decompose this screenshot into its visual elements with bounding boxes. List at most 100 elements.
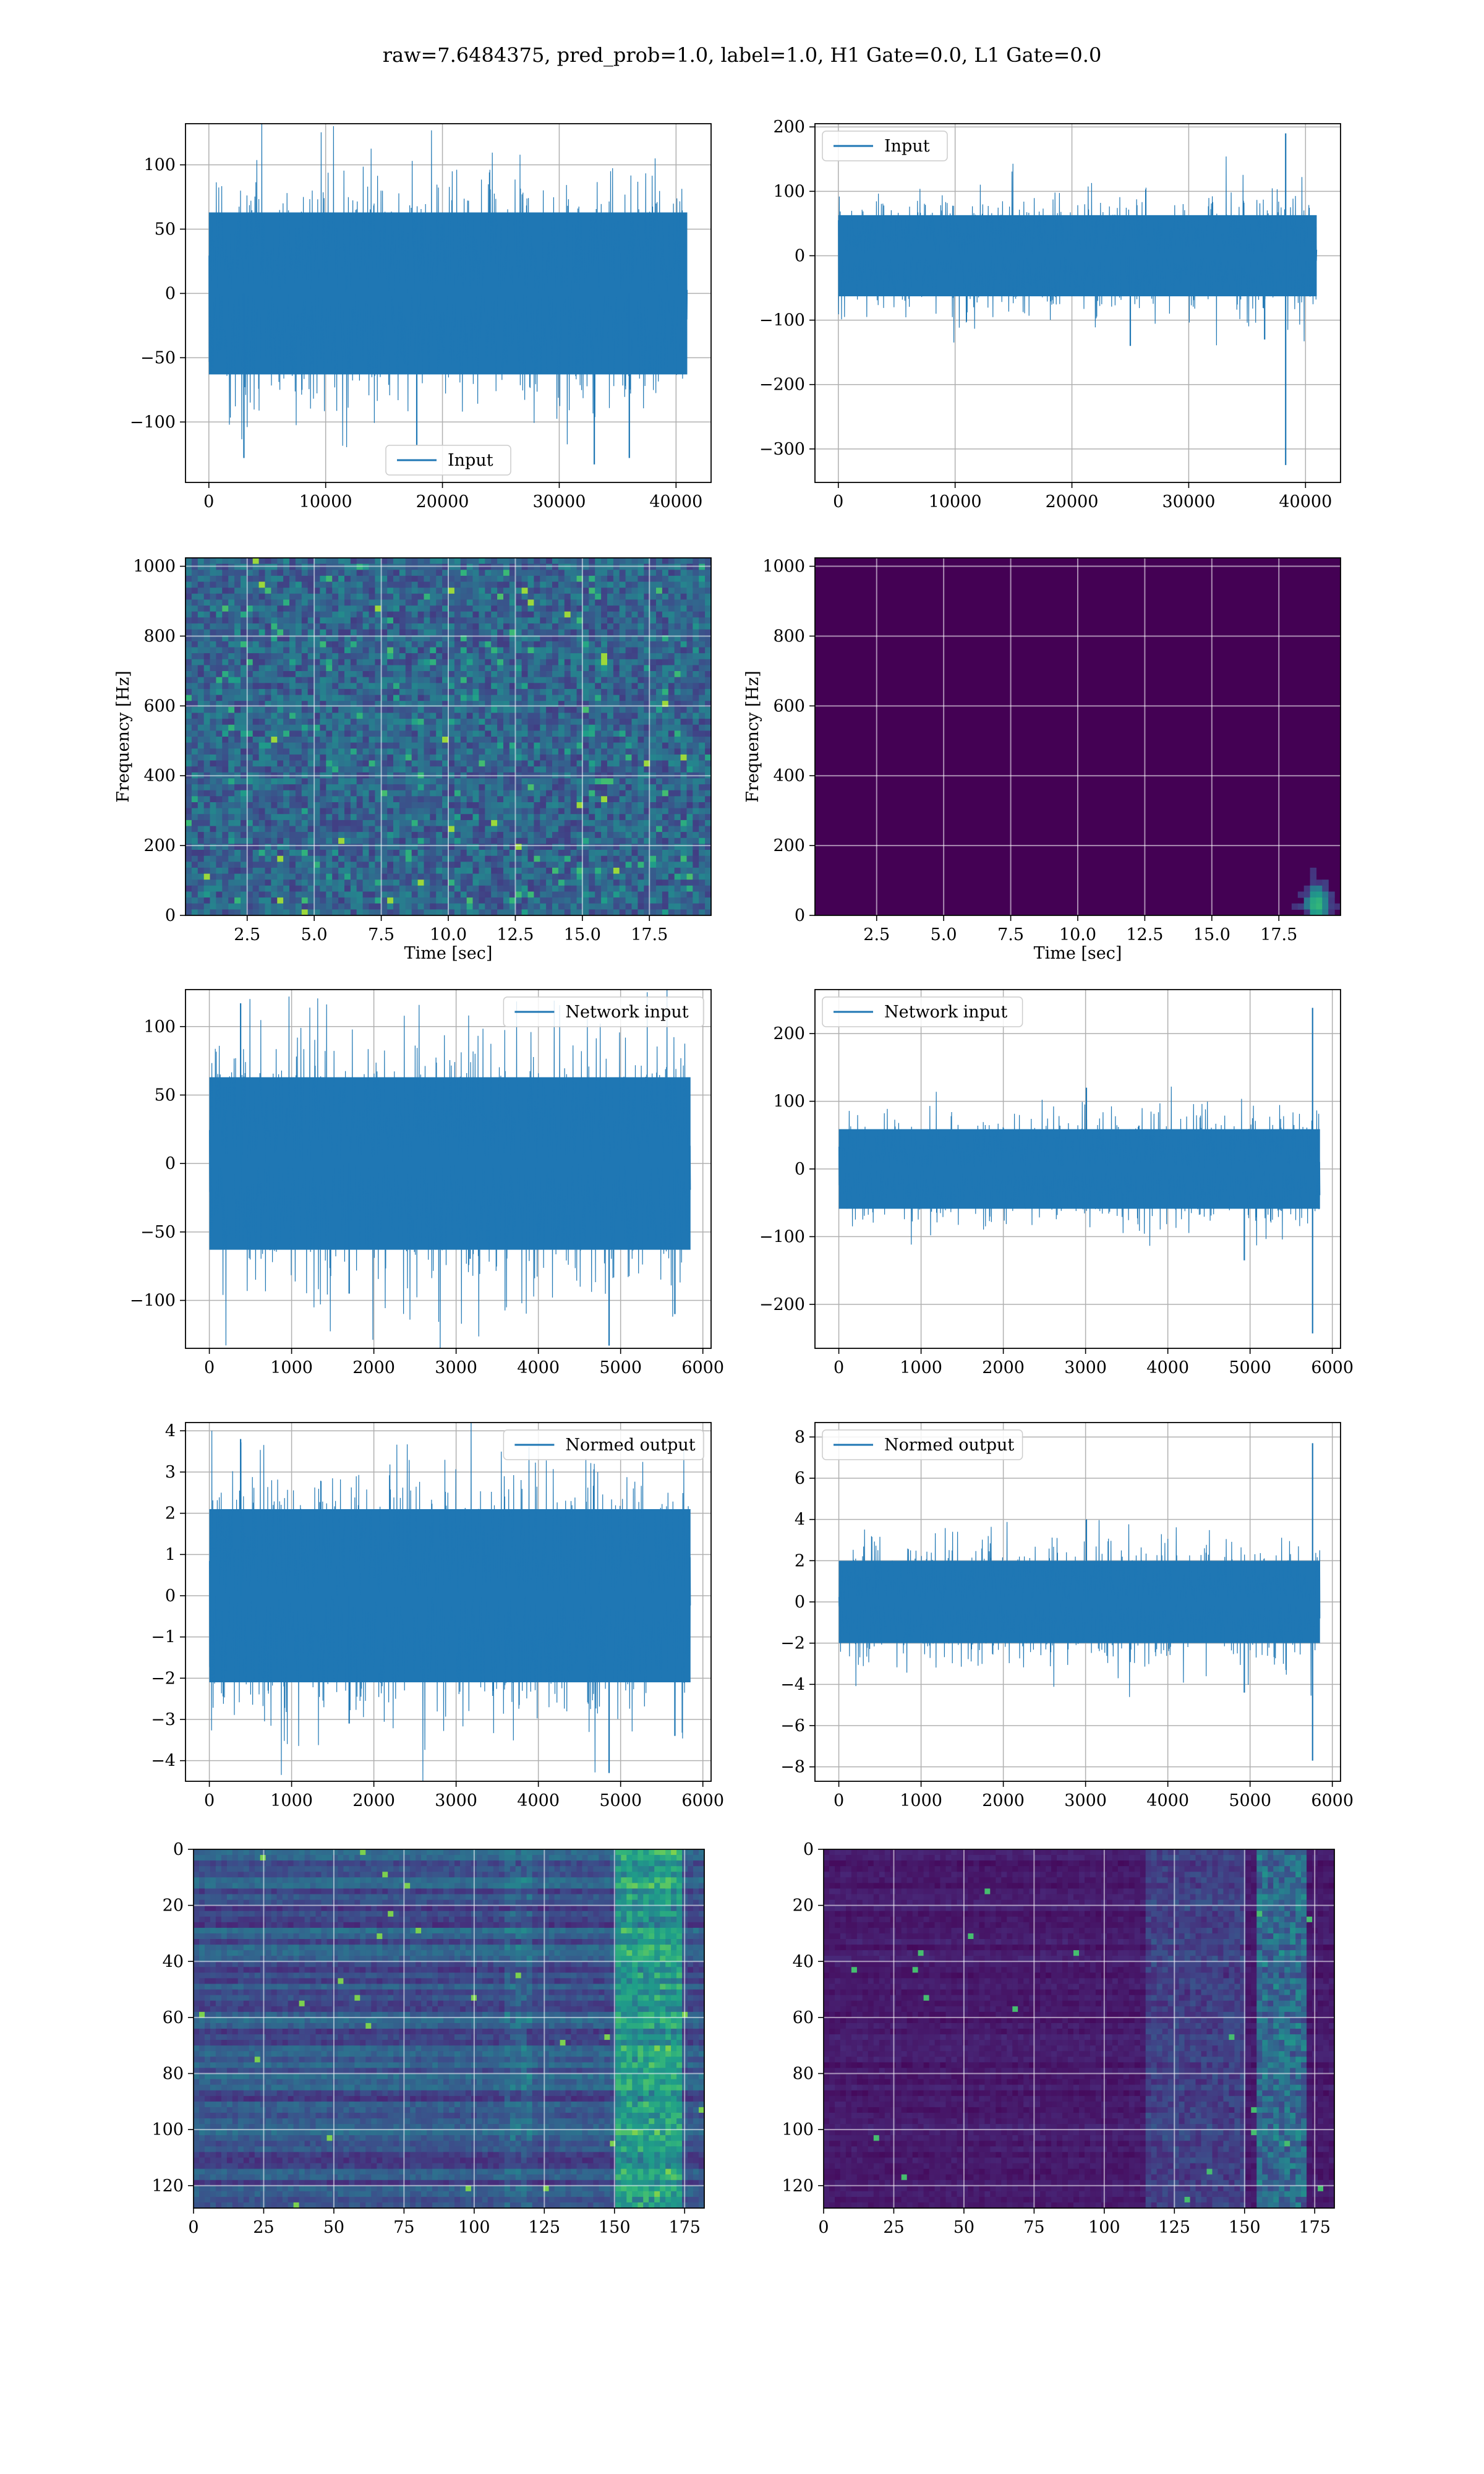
heatmap-cell — [228, 826, 235, 833]
heatmap-cell — [430, 647, 437, 654]
heatmap-cell — [313, 909, 321, 915]
heatmap-cell — [307, 665, 315, 672]
heatmap-cell — [210, 814, 216, 821]
heatmap-cell — [210, 671, 216, 678]
heatmap-cell — [619, 695, 626, 701]
heatmap-cell — [186, 617, 192, 624]
heatmap-cell — [638, 903, 644, 910]
heatmap-cell — [301, 706, 309, 713]
heatmap-cell — [295, 713, 302, 719]
heatmap-cell — [295, 730, 302, 737]
heatmap-cell — [313, 903, 321, 910]
heatmap-cell — [601, 683, 608, 690]
heatmap-cell — [362, 593, 370, 600]
heatmap-cell — [271, 688, 278, 696]
heatmap-cell — [631, 855, 638, 862]
heatmap-cell — [436, 897, 443, 904]
heatmap-cell — [552, 581, 559, 588]
heatmap-cell — [619, 754, 626, 761]
heatmap-cell — [405, 647, 412, 654]
heatmap-cell — [436, 701, 443, 708]
heatmap-cell — [503, 647, 510, 654]
heatmap-cell — [454, 671, 461, 678]
heatmap-cell — [534, 563, 540, 570]
heatmap-cell — [472, 814, 479, 821]
heatmap-cell — [607, 688, 614, 696]
heatmap-cell — [619, 617, 626, 624]
heatmap-cell — [222, 558, 229, 565]
heatmap-cell — [638, 748, 644, 755]
heatmap-cell — [576, 558, 584, 565]
heatmap-cell — [295, 641, 302, 648]
heatmap-cell — [375, 558, 382, 565]
heatmap-cell — [326, 850, 333, 857]
heatmap-cell — [540, 641, 547, 648]
heatmap-cell — [466, 558, 474, 565]
heatmap-cell — [601, 844, 608, 850]
heatmap-cell — [399, 808, 406, 815]
heatmap-cell — [350, 832, 357, 839]
heatmap-cell — [344, 701, 351, 708]
heatmap-cell — [326, 635, 333, 642]
heatmap-cell — [442, 611, 449, 618]
heatmap-cell — [485, 832, 492, 839]
heatmap-cell — [497, 748, 504, 755]
heatmap-cell — [668, 897, 675, 904]
heatmap-cell — [271, 641, 278, 648]
heatmap-cell — [362, 832, 370, 839]
heatmap-cell — [369, 671, 375, 678]
heatmap-cell — [613, 688, 620, 696]
heatmap-cell — [375, 903, 382, 910]
heatmap-cell — [216, 563, 223, 570]
heatmap-cell — [674, 754, 681, 761]
heatmap-cell — [241, 808, 247, 815]
heatmap-cell — [252, 683, 260, 690]
heatmap-cell — [197, 653, 205, 660]
heatmap-cell — [344, 563, 351, 570]
heatmap-cell — [320, 581, 326, 588]
heatmap-cell — [650, 617, 657, 624]
heatmap-cell — [265, 606, 271, 612]
heatmap-cell — [289, 623, 296, 630]
heatmap-cell — [283, 588, 290, 594]
heatmap-cell — [662, 790, 669, 797]
heatmap-cell — [241, 558, 247, 565]
heatmap-cell — [454, 611, 461, 618]
heatmap-cell — [656, 599, 663, 606]
heatmap-cell — [631, 754, 638, 761]
heatmap-cell — [613, 826, 620, 833]
heatmap-cell — [222, 599, 229, 606]
heatmap-cell — [222, 784, 229, 791]
heatmap-cell — [582, 737, 589, 743]
heatmap-cell — [265, 659, 271, 666]
heatmap-cell — [521, 903, 529, 910]
heatmap-cell — [436, 724, 443, 731]
heatmap-cell — [241, 903, 247, 910]
heatmap-cell — [344, 653, 351, 660]
heatmap-cell — [197, 742, 205, 749]
heatmap-cell — [271, 766, 278, 773]
heatmap-cell — [241, 784, 247, 791]
heatmap-cell — [289, 588, 296, 594]
heatmap-cell — [405, 724, 412, 731]
heatmap-cell — [326, 581, 333, 588]
heatmap-cell — [417, 808, 425, 815]
heatmap-cell — [283, 659, 290, 666]
heatmap-cell — [546, 724, 553, 731]
heatmap-cell — [191, 719, 198, 726]
heatmap-cell — [295, 891, 302, 898]
heatmap-cell — [246, 677, 254, 683]
heatmap-cell — [595, 844, 602, 850]
heatmap-cell — [534, 826, 540, 833]
heatmap-cell — [186, 754, 192, 761]
heatmap-cell — [521, 719, 529, 726]
heatmap-cell — [650, 862, 657, 868]
heatmap-cell — [186, 885, 192, 892]
heatmap-cell — [405, 885, 412, 892]
heatmap-cell — [203, 671, 211, 678]
heatmap-cell — [521, 814, 529, 821]
heatmap-cell — [307, 659, 315, 666]
heatmap-cell — [258, 850, 266, 857]
heatmap-cell — [497, 677, 504, 683]
heatmap-cell — [668, 832, 675, 839]
